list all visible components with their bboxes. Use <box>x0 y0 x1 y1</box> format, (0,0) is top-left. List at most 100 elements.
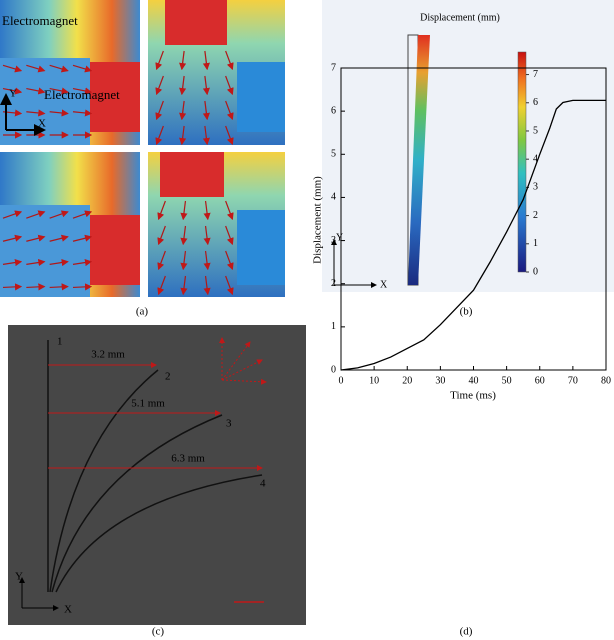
field-arrow <box>26 210 46 219</box>
colorbar-tick-label: 1 <box>533 238 538 249</box>
field-arrow <box>155 125 164 146</box>
x-tick-label: 60 <box>535 375 545 386</box>
field-arrow <box>225 100 234 121</box>
axis-label: Y <box>15 571 23 583</box>
field-arrow <box>202 125 210 146</box>
field-arrow <box>72 283 93 291</box>
deformed-beam <box>408 35 430 285</box>
x-tick-label: 80 <box>601 375 611 386</box>
field-arrow <box>203 275 211 296</box>
y-tick-label: 1 <box>331 321 336 332</box>
axis-label: X <box>64 604 72 616</box>
field-arrow <box>202 100 210 121</box>
caption: (a) <box>136 306 149 318</box>
field-arrow <box>157 275 166 296</box>
field-arrow <box>202 50 210 71</box>
x-tick-label: 70 <box>568 375 578 386</box>
caption: (c) <box>152 626 165 638</box>
panel-title: Displacement (mm) <box>420 12 500 23</box>
magnet-block <box>160 152 224 197</box>
field-arrow <box>49 87 69 95</box>
force-legend <box>219 337 267 385</box>
field-arrow <box>225 275 234 296</box>
field-arrow <box>180 200 188 221</box>
field-arrow <box>202 75 210 96</box>
field-arrow <box>26 64 46 73</box>
curve-label: 4 <box>260 478 266 490</box>
y-tick-label: 5 <box>331 149 336 160</box>
field-arrow <box>2 283 23 291</box>
field-arrow <box>26 234 46 242</box>
x-tick-label: 50 <box>502 375 512 386</box>
field-arrow <box>72 87 93 95</box>
field-arrows <box>2 50 234 296</box>
magnet-block <box>90 62 140 132</box>
y-tick-label: 7 <box>331 62 336 73</box>
field-arrow <box>157 200 166 221</box>
field-arrow <box>2 87 23 95</box>
field-arrow <box>180 225 188 246</box>
field-arrow <box>155 75 164 96</box>
x-tick-label: 40 <box>469 375 479 386</box>
x-tick-label: 10 <box>369 375 379 386</box>
panel-c: 3.2 mm 5.1 mm 6.3 mm 1 2 3 4 Y X (c) <box>8 325 306 638</box>
field-arrow <box>72 210 93 219</box>
colorbar <box>517 51 527 273</box>
field-arrow <box>49 210 69 219</box>
beam-curve <box>49 369 159 593</box>
field-arrow <box>225 250 234 271</box>
curve-label: 2 <box>165 371 171 383</box>
field-arrow <box>2 234 23 242</box>
field-arrow <box>49 64 69 73</box>
panel-d: Time (ms) Displacement (mm) (d) 0 10 20 30 4… <box>312 62 611 637</box>
panel-a: Electromagnet Electromagnet Y X (a) <box>0 0 285 318</box>
label: Electromagnet <box>44 87 120 102</box>
field-arrow <box>26 258 46 267</box>
x-tick-label: 30 <box>435 375 445 386</box>
x-tick-label: 0 <box>339 375 344 386</box>
beam-curve <box>51 414 223 593</box>
field-arrow <box>49 283 69 291</box>
label: Electromagnet <box>2 13 78 28</box>
field-arrow <box>155 50 164 71</box>
axis-label: Y <box>9 88 17 100</box>
axis-label: X <box>380 279 388 290</box>
x-axis-title: Time (ms) <box>450 390 496 402</box>
field-arrow <box>225 50 234 71</box>
field-arrow <box>72 234 93 242</box>
field-arrow <box>49 109 69 117</box>
field-arrow <box>225 200 234 221</box>
core <box>237 210 285 285</box>
field-arrow <box>155 100 164 121</box>
colorbar-tick-label: 5 <box>533 125 538 136</box>
field-arrow <box>179 100 187 121</box>
field-arrow <box>203 250 211 271</box>
y-tick-label: 6 <box>331 105 336 116</box>
colorbar-tick-label: 4 <box>533 153 538 164</box>
field-arrow <box>2 258 23 267</box>
panel-b: Displacement (mm) 0 1 2 3 4 5 6 7 Y X (b) <box>322 0 614 318</box>
field-arrow <box>225 75 234 96</box>
colorbar-ticks: 0 1 2 3 4 5 6 7 <box>526 69 538 277</box>
field-arrow <box>179 75 187 96</box>
colorbar-tick-label: 3 <box>533 182 538 193</box>
caption: (d) <box>460 626 473 638</box>
field-arrow <box>179 50 187 71</box>
field-arrow <box>2 64 23 73</box>
axis-label: X <box>38 118 46 130</box>
field-arrow <box>180 250 188 271</box>
field-arrow <box>26 283 46 291</box>
y-tick-label: 4 <box>331 192 336 203</box>
caption: (b) <box>460 306 473 318</box>
field-arrow <box>180 275 188 296</box>
y-tick-label: 3 <box>331 235 336 246</box>
field-arrow <box>49 258 69 267</box>
curve-label: 1 <box>57 336 63 348</box>
axis-label: Y <box>336 232 343 243</box>
y-tick-label: 2 <box>331 278 336 289</box>
distance-label: 6.3 mm <box>171 453 205 465</box>
field-arrow <box>72 109 93 117</box>
y-axis-title: Displacement (mm) <box>312 176 324 264</box>
distance-label: 5.1 mm <box>131 398 165 410</box>
field-arrow <box>157 225 166 246</box>
